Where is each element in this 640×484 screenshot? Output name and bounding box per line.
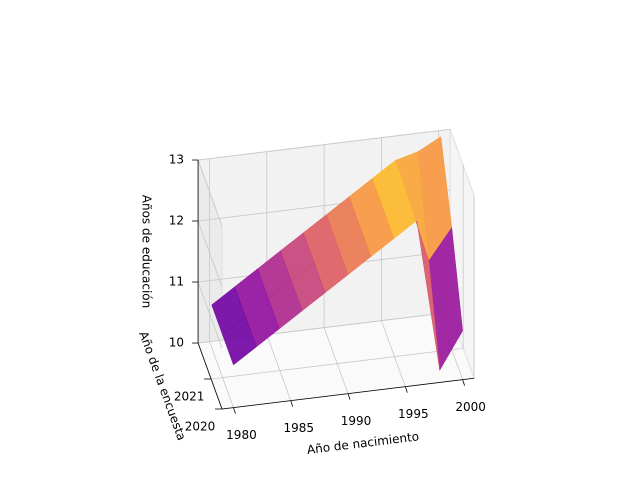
x-tick bbox=[347, 393, 351, 400]
surface-patch bbox=[222, 316, 257, 366]
x-tick-label: 1995 bbox=[398, 407, 429, 421]
z-tick-label: 11 bbox=[169, 275, 184, 289]
grid-line bbox=[209, 341, 234, 408]
x-axis-line bbox=[221, 377, 475, 410]
x-tick-label: 1985 bbox=[283, 421, 314, 435]
x-tick-label: 2000 bbox=[455, 400, 486, 414]
x-tick bbox=[462, 379, 465, 386]
y-tick-label: 2020 bbox=[185, 420, 216, 434]
x-tick-label: 1990 bbox=[341, 414, 372, 428]
z-tick-label: 13 bbox=[169, 153, 184, 167]
x-tick bbox=[404, 386, 408, 393]
grid-line bbox=[197, 281, 223, 349]
x-tick-label: 1980 bbox=[226, 428, 257, 442]
z-tick-label: 12 bbox=[169, 214, 184, 228]
x-tick bbox=[290, 400, 294, 407]
y-axis-line bbox=[197, 342, 223, 410]
grid-line bbox=[211, 347, 464, 380]
grid-line bbox=[197, 220, 223, 288]
y-tick-label: 2021 bbox=[174, 390, 205, 404]
x-axis-label: Año de nacimiento bbox=[306, 429, 420, 457]
grid-line bbox=[198, 128, 451, 161]
grid-line bbox=[381, 320, 406, 387]
grid-line bbox=[197, 159, 223, 227]
grid-line bbox=[323, 327, 349, 394]
z-axis-label: Años de educación bbox=[140, 195, 154, 308]
x-tick bbox=[233, 407, 236, 414]
z-tick-label: 10 bbox=[169, 336, 184, 350]
grid-line bbox=[266, 334, 292, 401]
